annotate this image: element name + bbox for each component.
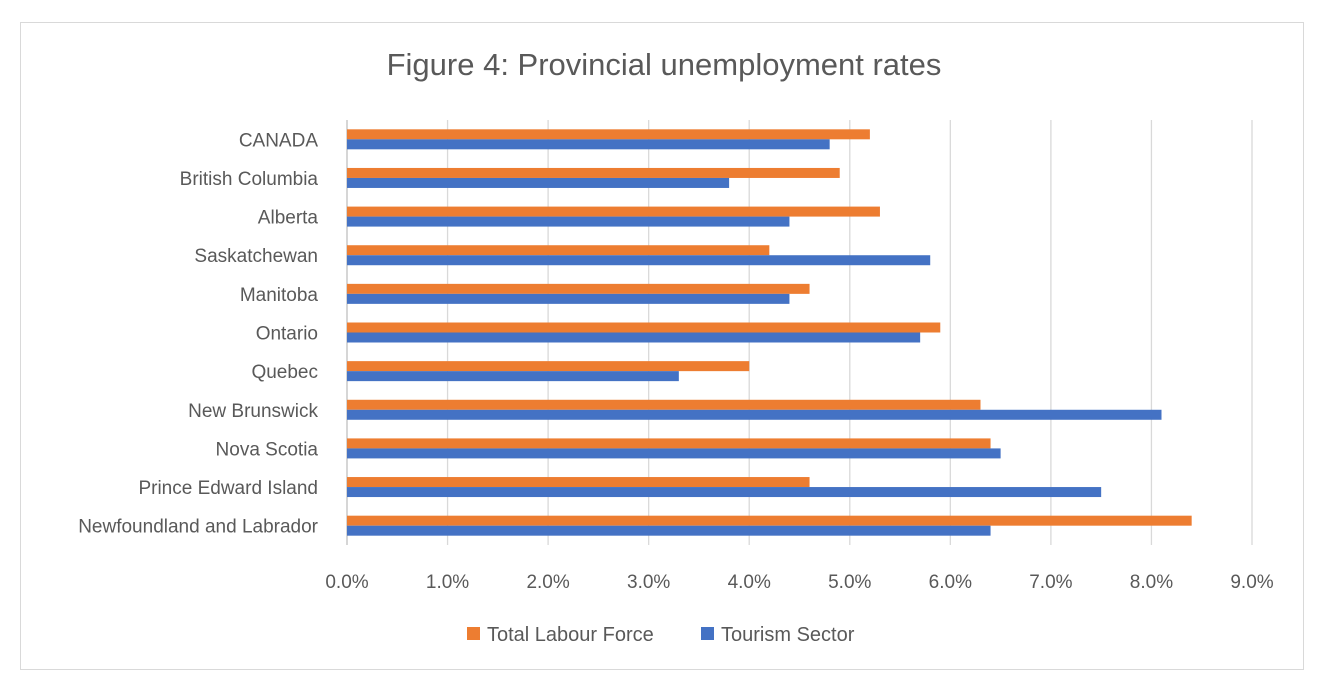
bars bbox=[347, 129, 1192, 536]
bar-tourism-sector bbox=[347, 293, 790, 304]
bar-total-labour-force bbox=[347, 361, 750, 372]
legend: Total Labour Force Tourism Sector bbox=[467, 624, 855, 646]
bar-tourism-sector bbox=[347, 487, 1102, 498]
bar-tourism-sector bbox=[347, 216, 790, 227]
bar-tourism-sector bbox=[347, 255, 931, 266]
x-tick-label: 5.0% bbox=[828, 572, 871, 593]
bar-total-labour-force bbox=[347, 206, 880, 217]
bar-total-labour-force bbox=[347, 129, 870, 140]
category-label: Ontario bbox=[256, 324, 318, 345]
bar-total-labour-force bbox=[347, 283, 810, 294]
bar-total-labour-force bbox=[347, 245, 770, 256]
bar-total-labour-force bbox=[347, 438, 991, 449]
category-label: New Brunswick bbox=[188, 401, 318, 422]
category-label: CANADA bbox=[239, 130, 319, 151]
x-tick-label: 9.0% bbox=[1230, 572, 1273, 593]
bar-tourism-sector bbox=[347, 525, 991, 536]
category-label: Nova Scotia bbox=[216, 439, 319, 460]
x-tick-label: 7.0% bbox=[1029, 572, 1072, 593]
bar-total-labour-force bbox=[347, 167, 840, 178]
x-tick-labels: 0.0% 1.0% 2.0% 3.0% 4.0% 5.0% 6.0% 7.0% 8.0% 9.0% bbox=[325, 572, 1273, 593]
category-label: Alberta bbox=[258, 208, 319, 229]
x-tick-label: 3.0% bbox=[627, 572, 670, 593]
category-label: Manitoba bbox=[240, 285, 319, 306]
bar-tourism-sector bbox=[347, 332, 921, 343]
bar-tourism-sector bbox=[347, 371, 679, 382]
x-tick-label: 2.0% bbox=[526, 572, 569, 593]
category-label: Newfoundland and Labrador bbox=[78, 517, 318, 538]
x-tick-label: 0.0% bbox=[325, 572, 368, 593]
x-tick-label: 6.0% bbox=[929, 572, 972, 593]
bar-total-labour-force bbox=[347, 477, 810, 488]
bar-tourism-sector bbox=[347, 139, 830, 150]
chart-title: Figure 4: Provincial unemployment rates bbox=[386, 47, 942, 82]
bar-tourism-sector bbox=[347, 448, 1001, 459]
category-label: Prince Edward Island bbox=[138, 478, 318, 499]
category-label: Saskatchewan bbox=[194, 246, 318, 267]
legend-label: Total Labour Force bbox=[487, 624, 654, 646]
legend-swatch bbox=[701, 627, 714, 640]
x-tick-label: 1.0% bbox=[426, 572, 469, 593]
bar-tourism-sector bbox=[347, 177, 730, 188]
category-label: Quebec bbox=[251, 362, 318, 383]
legend-label: Tourism Sector bbox=[721, 624, 855, 646]
x-tick-label: 4.0% bbox=[728, 572, 771, 593]
x-tick-label: 8.0% bbox=[1130, 572, 1173, 593]
bar-total-labour-force bbox=[347, 399, 981, 410]
bar-total-labour-force bbox=[347, 515, 1192, 526]
category-label: British Columbia bbox=[180, 169, 319, 190]
bar-tourism-sector bbox=[347, 409, 1162, 420]
legend-swatch bbox=[467, 627, 480, 640]
category-labels: CANADA British Columbia Alberta Saskatchewa… bbox=[78, 130, 318, 537]
bar-total-labour-force bbox=[347, 322, 941, 333]
